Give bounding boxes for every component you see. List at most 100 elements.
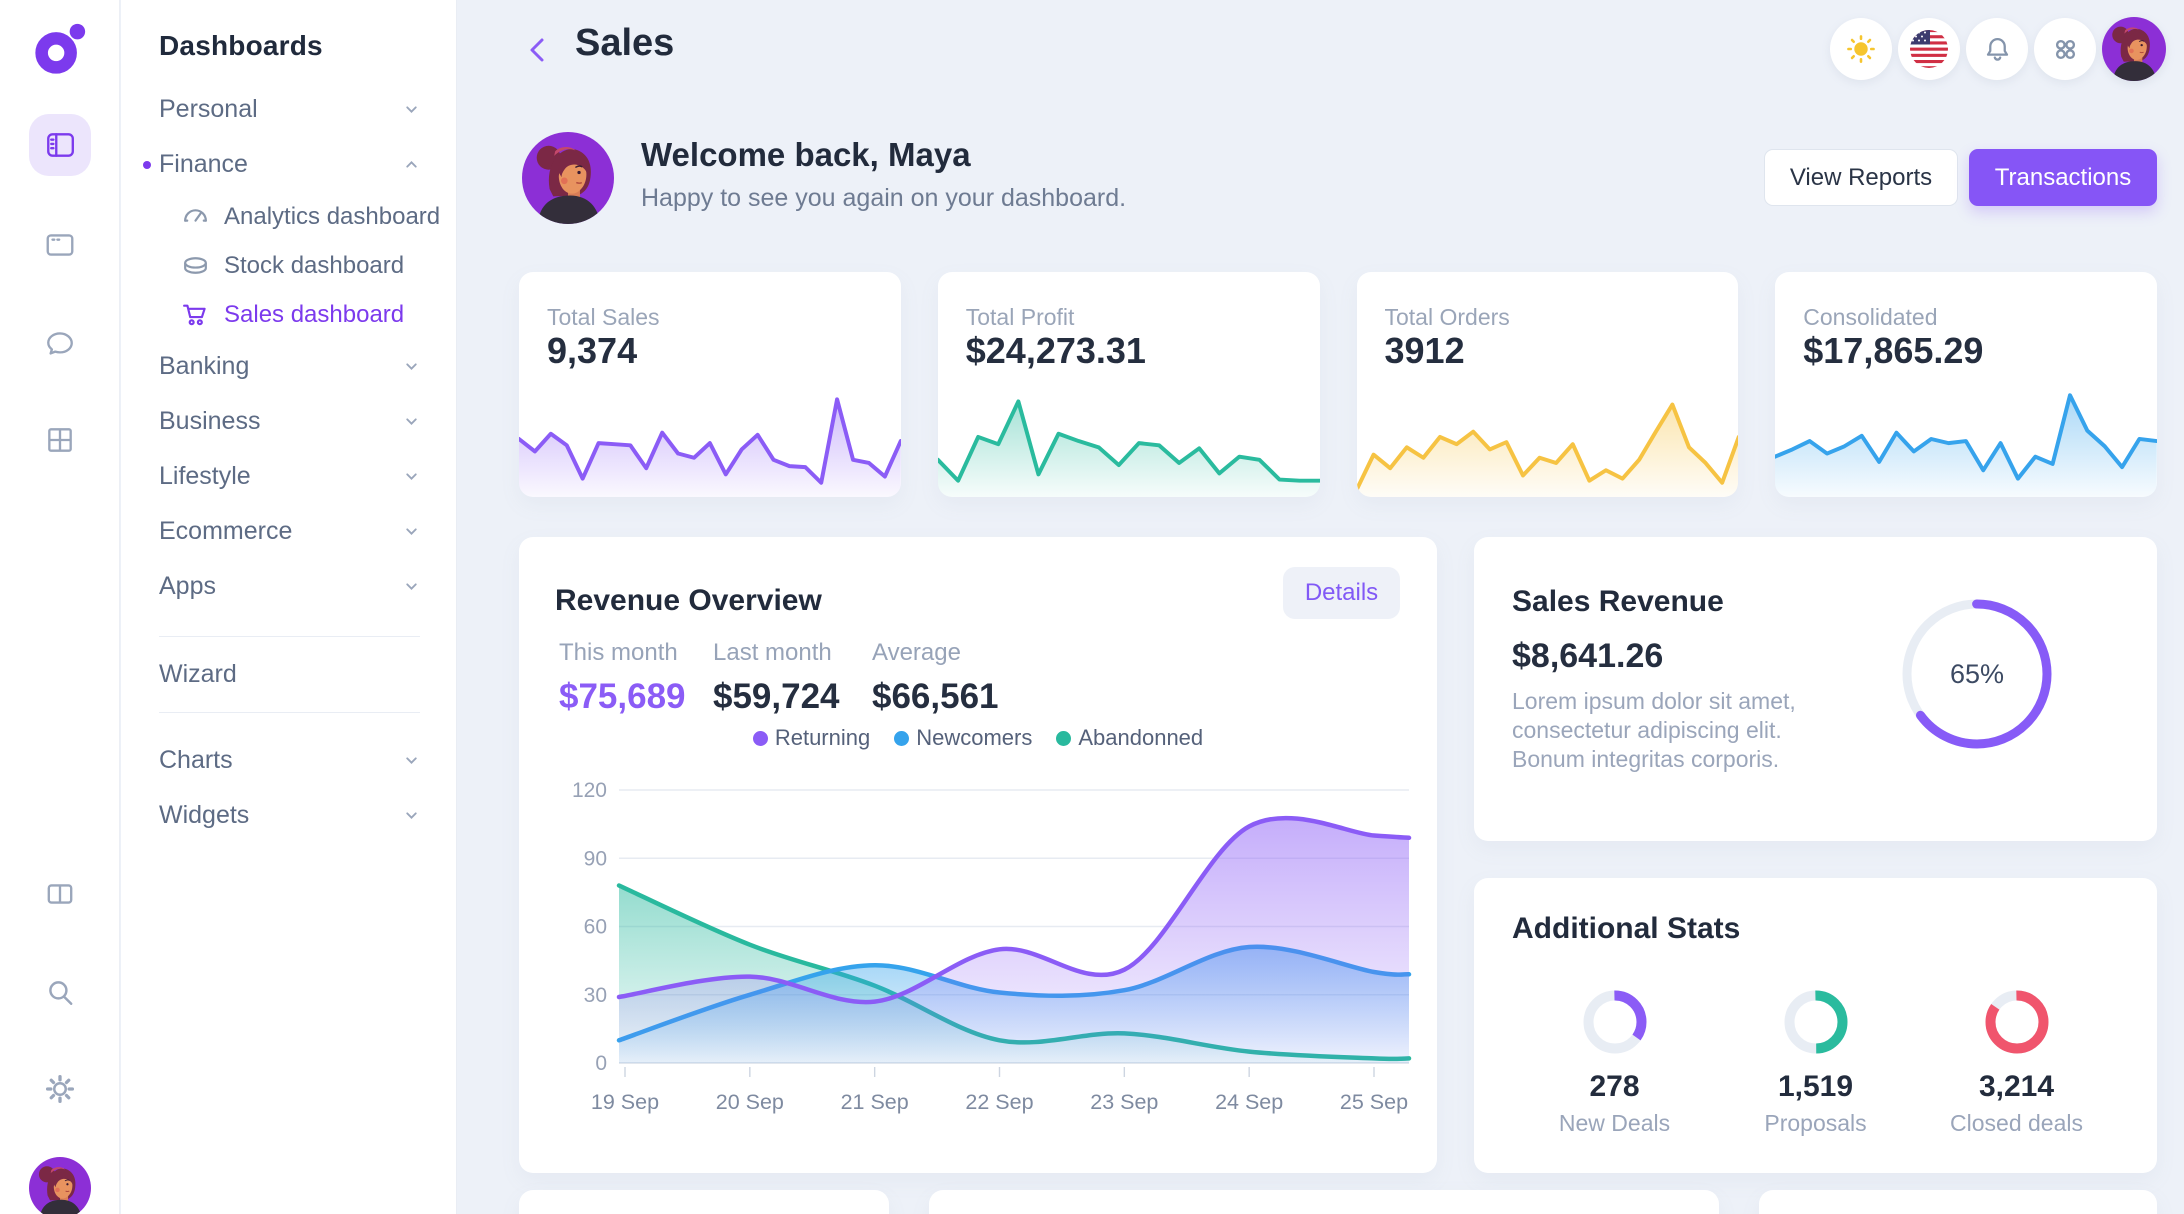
stat-card-consolidated: Consolidated $17,865.29	[1775, 272, 2157, 497]
apps-menu-button[interactable]	[2034, 18, 2096, 80]
notifications-button[interactable]	[1966, 18, 2028, 80]
rail-item-search[interactable]	[44, 976, 76, 1008]
transactions-button[interactable]: Transactions	[1969, 149, 2157, 206]
stat-value: 3912	[1384, 330, 1465, 371]
svg-text:21 Sep: 21 Sep	[841, 1090, 909, 1114]
sidebar-item-sales-dashboard[interactable]: Sales dashboard	[121, 290, 456, 339]
rail-item-window[interactable]	[44, 229, 76, 261]
chart-legend: Returning Newcomers Abandonned	[519, 725, 1437, 751]
stat-label: Total Orders	[1384, 304, 1510, 330]
welcome-section: Welcome back, Maya Happy to see you agai…	[519, 98, 2157, 248]
main-content: Sales	[457, 0, 2184, 1214]
cart-icon	[183, 304, 206, 326]
topbar: Sales	[519, 0, 2157, 98]
sidebar-item-analytics-dashboard[interactable]: Analytics dashboard	[121, 192, 456, 241]
svg-text:90: 90	[584, 847, 607, 870]
sidebar-item-charts[interactable]: Charts	[121, 733, 456, 788]
additional-stat-proposals: 1,519 Proposals	[1715, 990, 1916, 1137]
sidebar-item-lifestyle[interactable]: Lifestyle	[121, 449, 456, 504]
donut-chart	[1784, 990, 1847, 1054]
sidebar-item-finance[interactable]: Finance	[121, 137, 456, 192]
legend-dot	[1056, 730, 1072, 746]
gear-icon	[45, 1074, 74, 1104]
sidebar-item-ecommerce[interactable]: Ecommerce	[121, 504, 456, 559]
chevron-down-icon	[406, 418, 417, 425]
sidebar-item-apps[interactable]: Apps	[121, 559, 456, 614]
svg-text:22 Sep: 22 Sep	[965, 1090, 1033, 1114]
bell-icon	[1986, 37, 2008, 61]
legend-item-newcomers[interactable]: Newcomers	[894, 725, 1032, 751]
stat-average: Average $66,561	[872, 639, 999, 716]
additional-stats-card: Additional Stats 278 New Deals 1,519 Pro…	[1474, 878, 2157, 1173]
chevron-down-icon	[406, 106, 417, 113]
sales-revenue-description: Lorem ipsum dolor sit amet, consectetur …	[1512, 688, 1796, 772]
rail-item-grid[interactable]	[44, 424, 76, 456]
sparkline-chart	[519, 397, 901, 497]
avatar	[2102, 17, 2166, 81]
legend-item-returning[interactable]: Returning	[752, 725, 870, 751]
divider	[159, 636, 420, 637]
svg-text:25 Sep: 25 Sep	[1340, 1090, 1408, 1114]
brand-logo[interactable]	[28, 18, 92, 82]
language-button[interactable]	[1898, 18, 1960, 80]
sales-revenue-card: Sales Revenue $8,641.26 Lorem ipsum dolo…	[1474, 537, 2157, 841]
rail-profile-avatar[interactable]	[29, 1157, 91, 1214]
legend-item-abandonned[interactable]: Abandonned	[1056, 725, 1203, 751]
chevron-down-icon	[406, 363, 417, 370]
svg-text:24 Sep: 24 Sep	[1215, 1090, 1283, 1114]
partial-card	[929, 1190, 1719, 1214]
window-icon	[46, 234, 73, 256]
sparkline-chart	[1356, 402, 1739, 497]
sidebar-item-banking[interactable]: Banking	[121, 339, 456, 394]
rail-item-settings[interactable]	[44, 1073, 76, 1105]
svg-text:19 Sep: 19 Sep	[591, 1090, 659, 1114]
sidebar-item-business[interactable]: Business	[121, 394, 456, 449]
sidebar-item-wizard[interactable]: Wizard	[159, 660, 237, 688]
back-button[interactable]	[521, 33, 555, 67]
stat-label: Total Sales	[547, 304, 660, 330]
sidebar-item-widgets[interactable]: Widgets	[121, 788, 456, 843]
sidebar: Dashboards Personal Finance Analytics da…	[121, 0, 457, 1214]
svg-text:30: 30	[584, 984, 607, 1007]
additional-stat-new-deals: 278 New Deals	[1514, 990, 1715, 1137]
sparkline-chart	[937, 399, 1320, 497]
chevron-down-icon	[406, 812, 417, 819]
stat-this-month: This month $75,689	[559, 639, 686, 716]
panels-icon	[46, 133, 74, 157]
database-icon	[184, 257, 207, 274]
partial-card	[519, 1190, 889, 1214]
chevron-down-icon	[406, 528, 417, 535]
topbar-actions	[1830, 17, 2166, 81]
next-cards-row	[519, 1190, 2157, 1214]
card-title: Revenue Overview	[555, 584, 822, 617]
view-reports-button[interactable]: View Reports	[1764, 149, 1958, 206]
avatar	[522, 132, 614, 224]
rail-item-dashboards-active[interactable]	[28, 114, 91, 176]
logo-icon	[34, 23, 85, 74]
svg-text:0: 0	[595, 1052, 607, 1075]
rail-item-chat[interactable]	[44, 327, 76, 359]
theme-toggle-button[interactable]	[1830, 18, 1892, 80]
card-title: Additional Stats	[1512, 912, 1741, 945]
search-icon	[48, 981, 72, 1005]
sidebar-item-stock-dashboard[interactable]: Stock dashboard	[121, 241, 456, 290]
welcome-avatar	[522, 132, 614, 224]
stat-last-month: Last month $59,724	[713, 639, 840, 716]
sun-icon	[1847, 35, 1875, 63]
sidebar-item-personal[interactable]: Personal	[121, 82, 456, 137]
sparkline-chart	[1775, 393, 2157, 497]
topbar-profile-avatar[interactable]	[2102, 17, 2166, 81]
svg-text:120: 120	[572, 779, 607, 802]
card-title: Sales Revenue	[1512, 585, 1724, 618]
partial-card	[1759, 1190, 2157, 1214]
sales-revenue-value: $8,641.26	[1512, 637, 1664, 675]
welcome-title: Welcome back, Maya	[641, 136, 971, 173]
revenue-overview-card: Revenue Overview Details This month $75,…	[519, 537, 1437, 1173]
avatar	[29, 1157, 91, 1214]
stat-card-total-profit: Total Profit $24,273.31	[937, 272, 1320, 497]
icon-rail	[0, 0, 120, 1214]
rail-item-columns[interactable]	[44, 878, 76, 910]
sales-revenue-donut	[1902, 599, 2052, 749]
details-button[interactable]: Details	[1283, 567, 1400, 619]
